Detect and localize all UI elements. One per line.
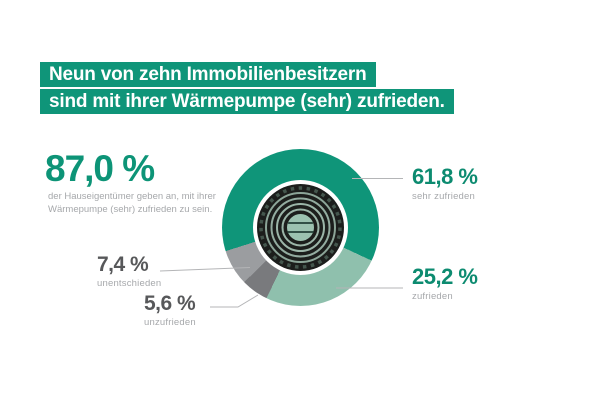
callout-zufrieden-label: zufrieden (412, 291, 453, 302)
callout-unentschieden-value: 7,4 % (97, 253, 149, 276)
callout-zufrieden: 25,2 % zufrieden (412, 264, 478, 303)
highlight-description-line-1: der Hauseigentümer geben an, mit ihrer (48, 191, 216, 202)
pie-chart (222, 149, 379, 306)
heat-pump-top-view-graphic (253, 180, 348, 275)
highlight-value: 87,0 % (45, 148, 155, 189)
callout-unentschieden-label: unentschieden (97, 278, 162, 289)
leader-line-unzufrieden (210, 294, 259, 308)
callout-sehr-zufrieden-value: 61,8 % (412, 164, 478, 189)
callout-unzufrieden: 5,6 % unzufrieden (144, 293, 196, 328)
callout-sehr-zufrieden-label: sehr zufrieden (412, 191, 476, 202)
callout-zufrieden-value: 25,2 % (412, 264, 478, 289)
headline-line-1: Neun von zehn Immobilienbesitzern (40, 62, 376, 87)
headline: Neun von zehn Immobilienbesitzern sind m… (40, 62, 454, 116)
highlight-description: der Hauseigentümer geben an, mit ihrer W… (48, 190, 216, 216)
highlight-description-line-2: Wärmepumpe (sehr) zufrieden zu sein. (48, 204, 213, 215)
callout-sehr-zufrieden: 61,8 % sehr zufrieden (412, 164, 478, 203)
highlight-stat: 87,0 % der Hauseigentümer geben an, mit … (45, 150, 216, 216)
callout-unzufrieden-label: unzufrieden (144, 317, 196, 328)
heat-pump-icon (253, 180, 348, 275)
callout-unentschieden: 7,4 % unentschieden (97, 254, 161, 289)
callout-unzufrieden-value: 5,6 % (144, 292, 196, 315)
headline-line-2: sind mit ihrer Wärmepumpe (sehr) zufried… (40, 89, 454, 114)
